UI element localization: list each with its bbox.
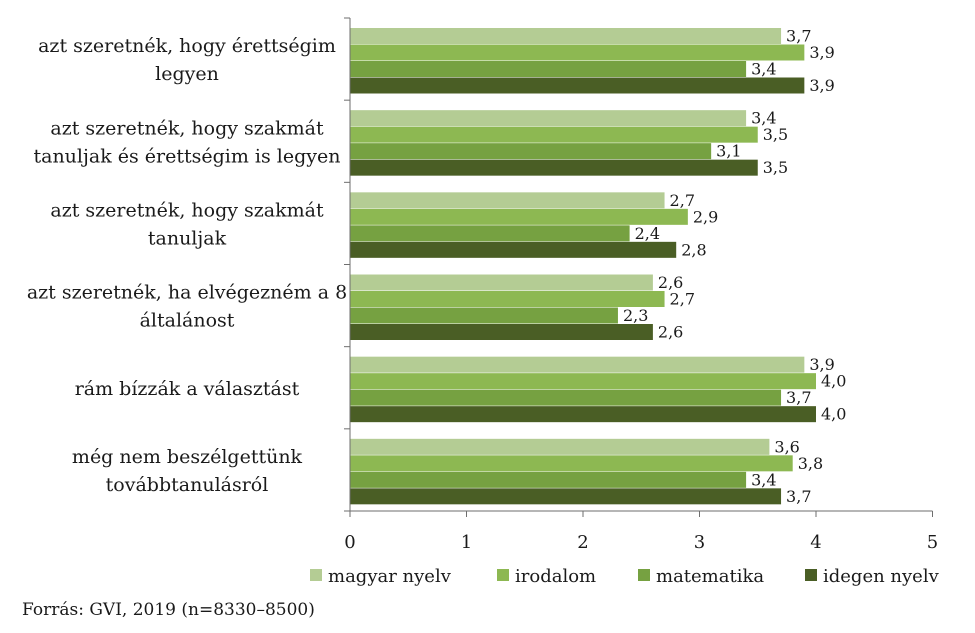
category-label-6-line-2: továbbtanulásról <box>106 474 269 496</box>
bar-1-2 <box>350 44 805 61</box>
data-label-bg-4-3 <box>619 308 648 323</box>
bar-3-3 <box>350 225 630 242</box>
bar-6-1 <box>350 438 770 455</box>
data-label-bg-6-1 <box>771 439 800 455</box>
data-label-bg-6-3 <box>748 472 777 488</box>
data-label-4-2: 2,7 <box>670 290 695 309</box>
bar-2-2 <box>350 126 758 143</box>
value-tick-label-3: 3 <box>694 532 705 553</box>
data-label-6-1: 3,6 <box>774 437 799 456</box>
value-tick-label-0: 0 <box>344 532 355 553</box>
data-label-bg-1-3 <box>748 62 777 77</box>
data-label-1-1: 3,7 <box>786 27 811 46</box>
bar-5-3 <box>350 389 782 406</box>
bar-5-1 <box>350 356 805 373</box>
data-label-bg-4-1 <box>654 275 683 290</box>
data-label-6-4: 3,7 <box>786 487 811 506</box>
bar-3-1 <box>350 192 665 209</box>
data-label-5-2: 4,0 <box>821 372 846 391</box>
bar-1-1 <box>350 28 782 44</box>
legend-swatch-2 <box>497 569 509 581</box>
value-tick-label-4: 4 <box>810 532 821 553</box>
legend-label-1: magyar nyelv <box>328 566 452 587</box>
data-label-bg-2-2 <box>759 127 788 143</box>
data-label-bg-4-2 <box>666 292 695 307</box>
data-label-5-1: 3,9 <box>809 355 834 374</box>
bar-5-4 <box>350 406 816 423</box>
category-label-3-line-1: azt szeretnék, hogy szakmát <box>50 199 324 221</box>
data-label-2-3: 3,1 <box>716 142 741 161</box>
bar-4-3 <box>350 307 618 324</box>
data-label-bg-1-2 <box>806 45 835 60</box>
data-label-bg-2-1 <box>748 111 777 126</box>
data-label-bg-5-3 <box>783 390 812 406</box>
value-tick-label-5: 5 <box>927 532 938 553</box>
bar-2-1 <box>350 110 747 127</box>
data-label-bg-1-1 <box>783 29 812 44</box>
legend-swatch-4 <box>805 569 817 581</box>
data-label-bg-3-1 <box>666 193 695 208</box>
category-label-4-line-1: azt szeretnék, ha elvégezném a 8 <box>27 282 347 304</box>
bar-1-4 <box>350 77 805 94</box>
data-label-bg-1-4 <box>806 78 835 93</box>
data-label-2-4: 3,5 <box>763 158 788 177</box>
data-label-bg-5-2 <box>818 374 846 389</box>
bar-3-4 <box>350 241 677 258</box>
category-label-1-line-2: legyen <box>155 63 219 85</box>
data-label-bg-2-4 <box>759 160 788 176</box>
data-label-bg-5-1 <box>806 357 835 373</box>
bar-4-1 <box>350 274 653 291</box>
data-label-3-3: 2,4 <box>635 224 660 243</box>
data-label-bg-6-2 <box>794 456 823 471</box>
legend-swatch-3 <box>638 569 650 581</box>
data-label-4-1: 2,6 <box>658 273 683 292</box>
legend-label-4: idegen nyelv <box>823 566 940 587</box>
category-label-2-line-2: tanuljak és érettségim is legyen <box>33 145 340 167</box>
legend-swatch-1 <box>310 569 322 581</box>
data-label-6-3: 3,4 <box>751 470 776 489</box>
bar-6-3 <box>350 471 747 488</box>
bar-3-2 <box>350 208 688 225</box>
category-label-4-line-2: általánost <box>140 310 235 332</box>
data-label-2-2: 3,5 <box>763 125 788 144</box>
data-label-2-1: 3,4 <box>751 109 776 128</box>
category-label-6-line-1: még nem beszélgettünk <box>72 446 303 468</box>
data-label-3-4: 2,8 <box>681 240 706 259</box>
bar-5-2 <box>350 373 816 390</box>
data-label-6-2: 3,8 <box>798 454 823 473</box>
data-label-3-1: 2,7 <box>670 191 695 210</box>
bar-2-4 <box>350 159 758 176</box>
value-tick-label-1: 1 <box>461 532 472 553</box>
bar-4-4 <box>350 324 653 340</box>
category-label-3-line-2: tanuljak <box>148 227 227 249</box>
legend-label-2: irodalom <box>515 566 596 587</box>
bar-1-3 <box>350 61 747 77</box>
category-label-5-line-1: rám bízzák a választást <box>75 378 300 400</box>
data-label-4-3: 2,3 <box>623 306 648 325</box>
data-label-bg-3-2 <box>689 209 718 225</box>
data-label-bg-4-4 <box>654 325 683 340</box>
bar-4-2 <box>350 291 665 307</box>
value-tick-label-2: 2 <box>577 532 588 553</box>
category-label-1-line-1: azt szeretnék, hogy érettségim <box>38 35 336 57</box>
bar-2-3 <box>350 143 712 160</box>
data-label-bg-5-4 <box>818 407 846 422</box>
data-label-5-3: 3,7 <box>786 388 811 407</box>
data-label-bg-2-3 <box>713 144 742 159</box>
bar-6-4 <box>350 488 782 505</box>
bar-6-2 <box>350 455 793 472</box>
data-label-bg-3-4 <box>678 242 707 258</box>
data-label-1-3: 3,4 <box>751 60 776 79</box>
data-label-bg-3-3 <box>631 226 660 241</box>
data-label-4-4: 2,6 <box>658 323 683 342</box>
source-note: Forrás: GVI, 2019 (n=8330–8500) <box>22 600 315 620</box>
data-label-5-4: 4,0 <box>821 405 846 424</box>
data-label-1-2: 3,9 <box>809 43 834 62</box>
category-label-2-line-1: azt szeretnék, hogy szakmát <box>50 117 324 139</box>
data-label-3-2: 2,9 <box>693 207 718 226</box>
data-label-1-4: 3,9 <box>809 76 834 95</box>
legend-label-3: matematika <box>656 566 764 587</box>
data-label-bg-6-4 <box>783 489 812 504</box>
